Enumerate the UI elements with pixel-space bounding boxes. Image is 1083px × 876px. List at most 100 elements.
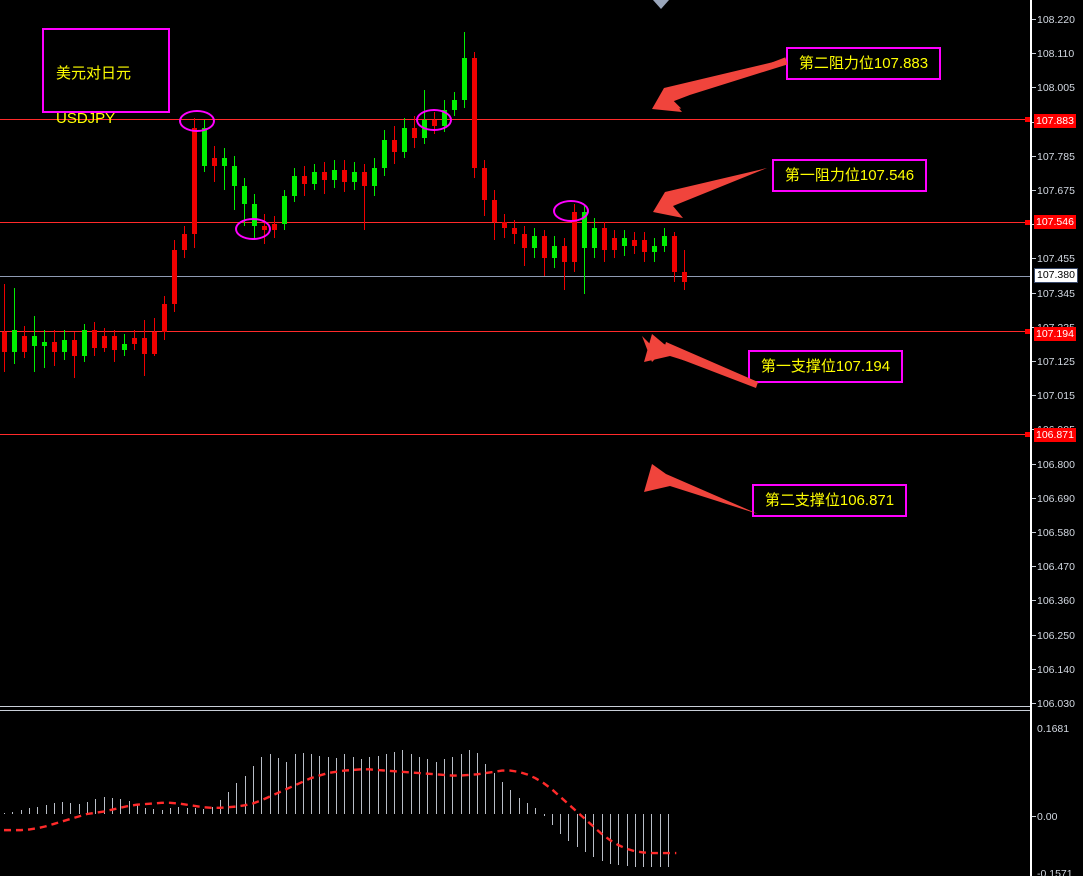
tick-mark xyxy=(1032,600,1036,602)
tick-mark xyxy=(1032,463,1036,465)
level-line-support-106.871[interactable] xyxy=(0,434,1030,435)
macd-histogram-bar xyxy=(518,797,520,814)
macd-histogram-bar xyxy=(186,807,188,814)
resistance-1-label: 第一阻力位107.546 xyxy=(772,159,927,192)
tick-mark xyxy=(1032,532,1036,533)
macd-histogram-bar xyxy=(360,759,362,814)
price-axis[interactable]: 108.220108.110108.005107.895107.785107.6… xyxy=(1030,0,1083,876)
macd-indicator-panel[interactable] xyxy=(0,712,1030,876)
macd-histogram-bar xyxy=(443,759,445,814)
panel-divider-bottom xyxy=(0,710,1030,711)
tick-label: 106.470 xyxy=(1037,561,1075,574)
indicator-tick: -0.1571 xyxy=(1032,868,1083,876)
marker-circle-touch-resistance-2-a xyxy=(179,110,215,132)
tick-mark xyxy=(1032,53,1036,55)
arrow-to-support-2 xyxy=(644,464,758,514)
macd-histogram-bar xyxy=(4,813,5,815)
macd-histogram-bar xyxy=(385,754,387,814)
tick-mark xyxy=(1032,190,1036,191)
tick-mark xyxy=(1032,497,1036,499)
macd-histogram-bar xyxy=(78,804,80,814)
macd-histogram-bar xyxy=(419,756,420,814)
macd-histogram-bar xyxy=(236,783,238,814)
price-tick: 106.360 xyxy=(1032,595,1083,607)
level-handle-107.883[interactable] xyxy=(1025,117,1030,122)
macd-histogram-bar xyxy=(543,814,545,817)
price-tick: 106.470 xyxy=(1032,561,1083,573)
price-badge-support-1[interactable]: 107.194 xyxy=(1034,327,1076,341)
macd-histogram-bar xyxy=(319,755,321,814)
price-tick: 106.250 xyxy=(1032,630,1083,642)
macd-histogram-bar xyxy=(28,808,30,814)
tick-label: 106.030 xyxy=(1037,698,1075,710)
tick-label: 108.220 xyxy=(1037,14,1075,26)
tick-label: 108.005 xyxy=(1037,82,1075,95)
price-tick: 106.140 xyxy=(1032,664,1083,676)
tick-label: 107.345 xyxy=(1037,287,1075,300)
macd-histogram-bar xyxy=(311,754,313,814)
macd-histogram-bar xyxy=(153,809,155,814)
macd-histogram-bar xyxy=(203,809,205,814)
level-line-resistance-107.883[interactable] xyxy=(0,119,1030,120)
resistance-2-label-text: 第二阻力位107.883 xyxy=(798,54,929,72)
price-badge-support-2[interactable]: 106.871 xyxy=(1034,428,1076,442)
macd-histogram-bar xyxy=(244,775,246,814)
arrow-to-resistance-2 xyxy=(652,57,788,112)
macd-histogram-bar xyxy=(568,814,570,842)
level-line-resistance-107.546[interactable] xyxy=(0,222,1030,223)
macd-histogram-bar xyxy=(576,814,578,848)
level-handle-107.194[interactable] xyxy=(1025,329,1030,334)
macd-histogram-bar xyxy=(593,814,595,858)
macd-histogram-bar xyxy=(535,807,537,814)
macd-histogram-bar xyxy=(585,814,586,853)
macd-histogram-bar xyxy=(601,814,603,862)
macd-histogram-bar xyxy=(651,814,653,868)
macd-histogram-bar xyxy=(87,801,88,814)
price-tick: 108.220 xyxy=(1032,14,1083,26)
resistance-1-label-text: 第一阻力位107.546 xyxy=(784,166,915,184)
tick-label: 107.675 xyxy=(1037,185,1075,197)
macd-histogram-bar xyxy=(618,814,620,865)
macd-signal-line xyxy=(4,768,677,855)
price-badge-current[interactable]: 107.380 xyxy=(1034,268,1078,283)
macd-histogram-bar xyxy=(369,756,371,814)
level-line-support-107.194[interactable] xyxy=(0,331,1030,332)
indicator-tick: 0.1681 xyxy=(1032,723,1083,735)
price-tick: 107.675 xyxy=(1032,185,1083,197)
macd-histogram-bar xyxy=(228,791,230,814)
indicator-tick: 0.00 xyxy=(1032,811,1083,823)
tick-label: 107.015 xyxy=(1037,390,1075,403)
macd-histogram-bar xyxy=(178,806,180,814)
level-line-current-107.38[interactable] xyxy=(0,276,1030,277)
macd-histogram-bar xyxy=(452,756,454,814)
macd-histogram-bar xyxy=(668,814,669,868)
tick-mark xyxy=(1032,668,1036,670)
indicator-tick-label: 0.1681 xyxy=(1037,723,1070,735)
level-handle-107.546[interactable] xyxy=(1025,220,1030,225)
price-badge-resistance-2[interactable]: 107.883 xyxy=(1034,114,1076,128)
macd-histogram-bar xyxy=(502,781,503,814)
arrow-to-resistance-1 xyxy=(653,168,767,218)
support-1-label: 第一支撑位107.194 xyxy=(748,350,903,383)
macd-histogram-bar xyxy=(344,754,346,814)
marker-circle-touch-resistance-1-a xyxy=(553,200,589,222)
tick-label: 106.690 xyxy=(1037,492,1075,505)
tick-mark xyxy=(1032,816,1036,817)
macd-histogram-bar xyxy=(294,754,296,814)
macd-histogram-bar xyxy=(327,756,329,814)
symbol-title-code: USDJPY xyxy=(56,109,116,127)
symbol-title-box: 美元对日元 USDJPY xyxy=(42,28,170,127)
macd-histogram-bar xyxy=(253,765,254,814)
macd-histogram-bar xyxy=(53,803,55,814)
price-tick: 108.110 xyxy=(1032,48,1083,60)
macd-histogram-bar xyxy=(551,814,553,826)
support-2-label-text: 第二支撑位106.871 xyxy=(764,491,895,509)
macd-histogram-bar xyxy=(161,810,163,814)
indicator-tick-label: -0.1571 xyxy=(1037,868,1073,876)
chart-top-marker-icon xyxy=(653,0,669,9)
macd-histogram-bar xyxy=(560,814,562,834)
level-handle-106.871[interactable] xyxy=(1025,432,1030,437)
price-tick: 107.125 xyxy=(1032,356,1083,368)
price-badge-resistance-1[interactable]: 107.546 xyxy=(1034,215,1076,229)
macd-histogram-bar xyxy=(634,814,636,868)
